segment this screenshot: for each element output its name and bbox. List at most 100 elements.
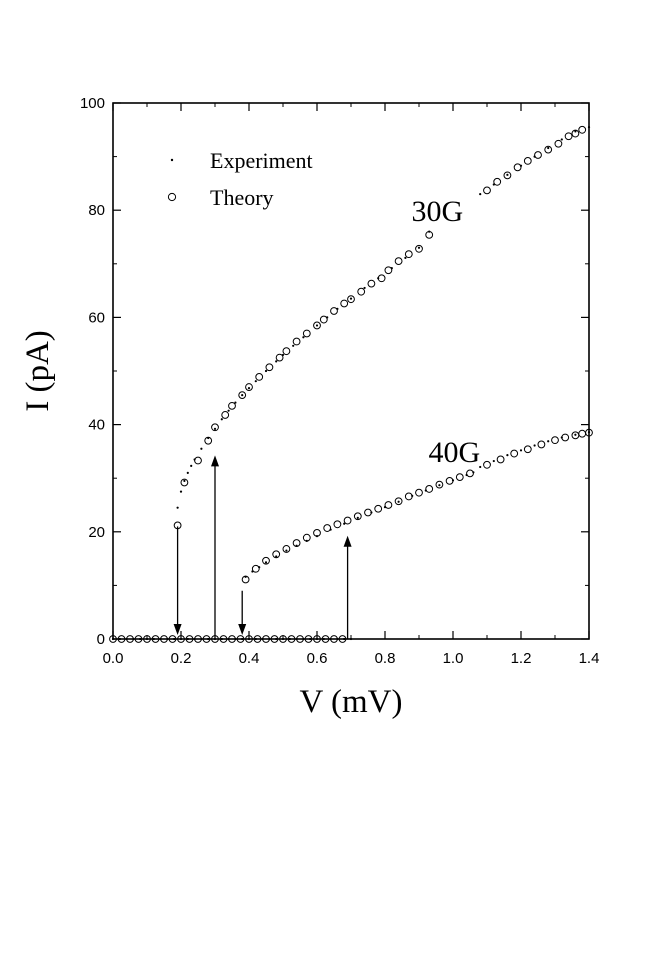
zero-current-experiment-point [343, 637, 346, 641]
40G-theory-point [578, 429, 587, 438]
30G-experiment-point [254, 380, 257, 383]
zero-current-experiment-point [281, 637, 285, 641]
30G-experiment-point [547, 146, 550, 150]
plot-frame [112, 102, 590, 640]
zero-current-experiment-point [139, 637, 142, 641]
zero-current-theory-point [151, 635, 160, 643]
y-tick-label: 100 [80, 95, 105, 112]
axis-ticks [112, 102, 590, 640]
zero-current-experiment-point [132, 637, 135, 641]
x-tick-label: 1.0 [443, 650, 464, 667]
40G-theory-point [445, 476, 454, 485]
zero-current-theory-point [313, 635, 321, 643]
30G-theory-point [523, 156, 532, 165]
x-tick-label: 0.8 [375, 650, 396, 667]
x-tick-label: 0.4 [239, 650, 260, 667]
zero-current-experiment-point [166, 637, 169, 641]
40G-theory-point [353, 512, 362, 521]
40G-theory-point [425, 485, 434, 493]
arrow-head [173, 624, 182, 635]
40G-experiment-point [275, 555, 278, 558]
30G-theory-point [238, 391, 247, 400]
30G-experiment-point [275, 360, 278, 363]
30G-theory-point [513, 163, 522, 172]
legend-experiment-marker [170, 158, 174, 162]
30G-theory-point [319, 315, 328, 324]
zero-current-experiment-point [268, 637, 271, 641]
zero-current-experiment-point [145, 637, 149, 641]
30G-theory-point [245, 383, 253, 391]
zero-current-experiment-point [275, 637, 278, 641]
40G-theory-point [384, 501, 393, 509]
zero-current-theory-point [177, 635, 185, 643]
40G-theory-point [282, 545, 291, 553]
30G-theory-point [493, 177, 502, 186]
30G-theory-point [204, 436, 213, 445]
30G-theory-point [578, 125, 587, 134]
zero-current-experiment-point [152, 637, 155, 641]
40G-theory-point [561, 433, 570, 442]
zero-current-theory-point [143, 635, 151, 643]
40G-experiment-point [356, 516, 359, 519]
40G-theory-point [323, 524, 332, 532]
zero-current-theory-point [287, 635, 296, 643]
30G-experiment-point [479, 193, 482, 196]
30G-theory-point [228, 401, 236, 410]
40G-experiment-point [506, 454, 509, 457]
30G-theory-point [544, 145, 553, 154]
30G-theory-point [377, 274, 386, 283]
30G-experiment-point [264, 369, 268, 373]
axis-tick-labels: 0.0 0.2 0.4 0.6 0.8 1.0 1.2 1.4 0 20 40 60 80 100 [80, 95, 599, 667]
40G-experiment-point [547, 440, 550, 443]
zero-current-experiment-point [111, 637, 115, 641]
30G-experiment-point [200, 447, 203, 450]
40G-theory-point [483, 460, 491, 469]
30G-theory-point [415, 244, 423, 253]
30G-theory-point [564, 132, 573, 141]
40G-theory-point [394, 497, 403, 506]
40G-theory-point [333, 520, 342, 529]
zero-current-experiment-point [254, 637, 257, 641]
zero-current-experiment-point [125, 637, 128, 641]
y-tick-label: 20 [88, 524, 105, 541]
40G-experiment-point [397, 500, 400, 503]
40G-experiment-point [519, 449, 523, 452]
40G-theory-point [241, 575, 250, 584]
zero-current-experiment-point [193, 637, 196, 641]
30G-theory-point [292, 337, 301, 346]
30G-experiment-point [417, 246, 421, 249]
zero-current-theory-point [279, 635, 287, 643]
x-tick-label: 1.2 [511, 650, 532, 667]
30G-theory-point [313, 321, 321, 330]
30G-theory-point [330, 307, 338, 315]
zero-current-experiment-point [227, 637, 230, 641]
30G-experiment-point [176, 506, 179, 509]
zero-current-experiment-point [309, 637, 312, 641]
30G-theory-point [357, 287, 366, 296]
zero-current-experiment-point [261, 637, 264, 641]
zero-current-theory-point [109, 635, 117, 643]
40G-theory-point [343, 516, 352, 525]
zero-current-experiment-point [322, 637, 325, 641]
zero-current-theory-point [134, 635, 143, 643]
zero-current-experiment-point [220, 637, 223, 641]
zero-current-theory-point [304, 635, 313, 643]
30G-theory-point [571, 129, 580, 138]
zero-current-theory-point [117, 635, 126, 643]
30G-theory-point [404, 250, 413, 259]
curve-label-40G: 40G [429, 436, 481, 469]
y-tick-label: 0 [97, 631, 105, 648]
legend: Experiment Theory [167, 148, 313, 210]
30G-theory-point [347, 295, 355, 304]
30G-theory-point [425, 230, 434, 239]
30G-experiment-point [363, 286, 366, 290]
zero-current-experiment-point [179, 637, 183, 641]
zero-current-theory-point [185, 635, 194, 643]
zero-current-experiment-point [241, 637, 244, 641]
x-tick-label: 1.4 [579, 650, 600, 667]
40G-theory-point [435, 480, 444, 489]
30G-experiment-point [183, 479, 186, 482]
40G-experiment-point [343, 522, 346, 525]
y-axis-title: I (pA) [20, 330, 56, 412]
zero-current-theory-point [245, 635, 253, 643]
